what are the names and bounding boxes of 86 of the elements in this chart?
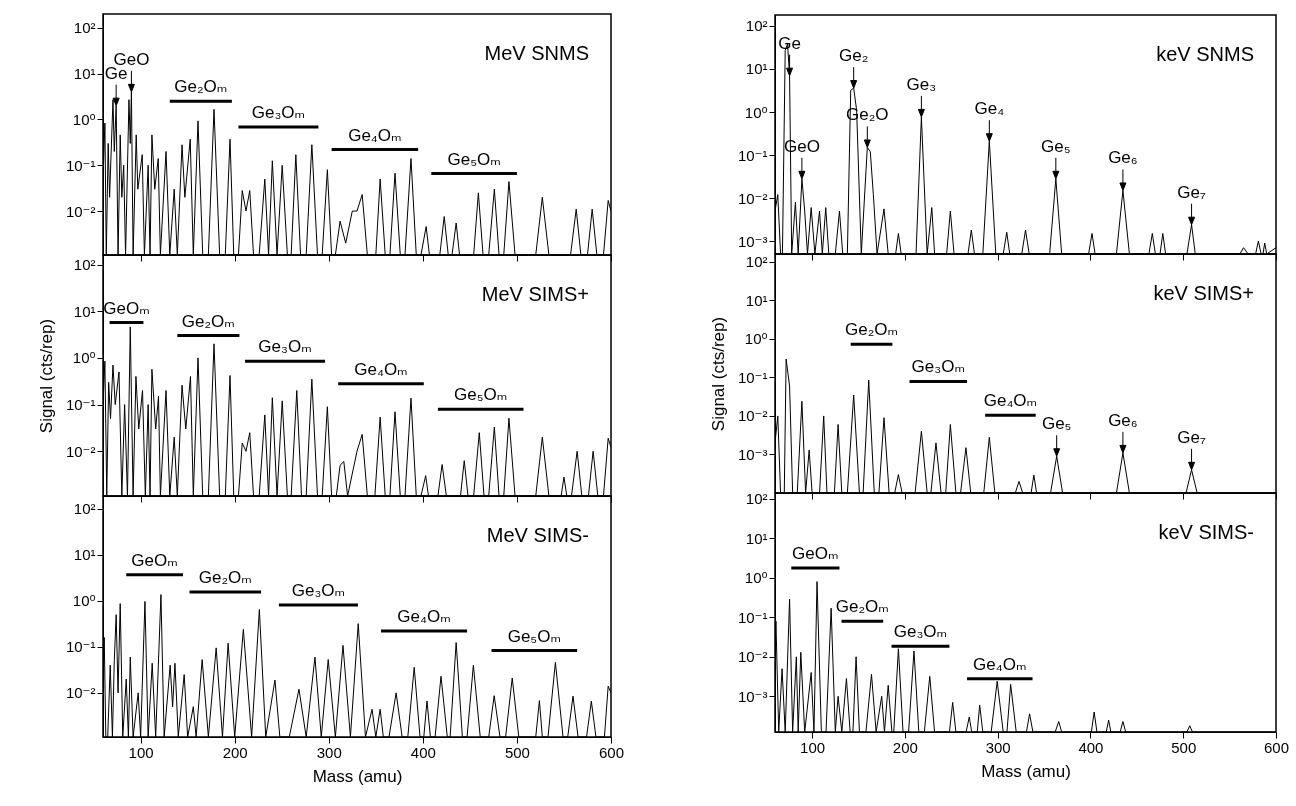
y-tick-label: 10⁻³	[737, 687, 768, 705]
y-tick-label: 10⁻³	[737, 445, 768, 463]
y-axis-title: Signal (cts/rep)	[708, 316, 728, 432]
y-tick-label: 10⁻²	[65, 202, 96, 220]
series-label: Ge₄Oₘ	[397, 607, 451, 627]
series-label: Ge₄Oₘ	[983, 391, 1038, 411]
x-tick-label: 300	[985, 738, 1011, 756]
y-tick-label: 10²	[73, 19, 96, 37]
series-label: Ge₅Oₘ	[507, 626, 561, 646]
y-tick-label: 10⁻¹	[737, 368, 768, 386]
text: MeV SIMS+	[481, 283, 589, 305]
series-label: Ge₄Oₘ	[354, 359, 408, 379]
legend-label: GeOₘ	[131, 550, 178, 570]
series-label: Ge₃Oₘ	[893, 622, 948, 642]
series-label: Ge₃Oₘ	[911, 357, 965, 377]
y-tick-label: 10⁻¹	[65, 396, 96, 414]
series-label: Ge₃Oₘ	[258, 337, 312, 357]
y-axis-title: Signal (cts/rep)	[36, 318, 56, 434]
y-tick-label: 10⁻¹	[65, 638, 96, 656]
y-tick-label: 10⁰	[744, 569, 768, 587]
annotation: Ge₂	[839, 46, 869, 66]
y-tick-label: 10⁻²	[65, 442, 96, 460]
y-tick-label: 10⁰	[72, 592, 96, 610]
series-label: Ge₄Oₘ	[973, 654, 1027, 674]
y-tick-label: 10²	[745, 253, 768, 271]
x-tick-label: 100	[800, 738, 826, 756]
y-tick-label: 10²	[73, 256, 96, 274]
series-label: Ge₃Oₘ	[251, 103, 306, 123]
annotation: Ge₅	[1041, 414, 1072, 434]
x-axis-title: Mass (amu)	[981, 761, 1071, 781]
y-tick-label: 10⁻²	[737, 407, 768, 425]
x-tick-label: 200	[892, 738, 918, 756]
y-tick-label: 10¹	[73, 302, 96, 320]
text: keV SIMS-	[1158, 521, 1254, 543]
y-tick-label: 10⁻¹	[65, 156, 96, 174]
series-label: Ge₂Oₘ	[198, 568, 252, 588]
series-label: Ge₄Oₘ	[348, 125, 402, 145]
y-tick-label: 10⁻¹	[737, 608, 768, 626]
y-tick-label: 10⁰	[72, 110, 96, 128]
y-tick-label: 10¹	[745, 529, 768, 547]
annotation: Ge₃	[906, 74, 937, 94]
y-tick-label: 10⁻²	[65, 684, 96, 702]
annotation: Ge₅	[1041, 136, 1071, 156]
x-tick-label: 500	[1171, 738, 1197, 756]
x-tick-label: 200	[222, 743, 248, 761]
y-tick-label: 10⁰	[744, 330, 768, 348]
text: keV SNMS	[1156, 43, 1254, 65]
x-tick-label: 400	[410, 743, 436, 761]
text: keV SIMS+	[1153, 282, 1254, 304]
text: MeV SNMS	[484, 42, 589, 64]
y-tick-label: 10²	[745, 490, 768, 508]
y-tick-label: 10⁻³	[737, 232, 768, 250]
x-tick-label: 500	[504, 743, 530, 761]
annotation: Ge₆	[1108, 410, 1138, 430]
text: MeV SIMS-	[486, 524, 589, 546]
series-label: GeOₘ	[792, 543, 839, 563]
x-tick-label: 300	[316, 743, 342, 761]
annotation: Ge₄	[974, 99, 1005, 119]
y-tick-label: 10¹	[745, 291, 768, 309]
y-tick-label: 10⁻¹	[737, 146, 768, 164]
y-tick-label: 10²	[73, 500, 96, 518]
series-label: Ge₂Oₘ	[844, 320, 899, 340]
y-tick-label: 10⁻²	[737, 648, 768, 666]
x-axis-title: Mass (amu)	[312, 766, 403, 786]
y-tick-label: 10⁰	[744, 103, 768, 121]
legend-label: Ge₂Oₘ	[174, 77, 228, 97]
y-tick-label: 10⁻²	[737, 189, 768, 207]
series-label: Ge₅Oₘ	[454, 385, 508, 405]
annotation: Ge	[778, 33, 801, 53]
y-tick-label: 10¹	[745, 60, 768, 78]
series-label: Ge₅Oₘ	[447, 149, 501, 169]
x-tick-label: 400	[1078, 738, 1104, 756]
legend-label: GeOₘ	[103, 298, 150, 318]
y-tick-label: 10¹	[73, 65, 96, 83]
x-tick-label: 600	[598, 743, 625, 761]
y-tick-label: 10⁰	[72, 349, 96, 367]
annotation: Ge₆	[1108, 148, 1138, 168]
y-tick-label: 10¹	[73, 546, 96, 564]
x-tick-label: 600	[1263, 738, 1290, 756]
x-tick-label: 100	[128, 743, 154, 761]
annotation: Ge₇	[1177, 182, 1206, 202]
series-label: Ge₂Oₘ	[181, 311, 235, 331]
series-label: Ge₂Oₘ	[835, 597, 889, 617]
annotation: Ge₇	[1177, 427, 1206, 447]
y-tick-label: 10²	[745, 17, 768, 35]
series-label: Ge₃Oₘ	[291, 581, 346, 601]
